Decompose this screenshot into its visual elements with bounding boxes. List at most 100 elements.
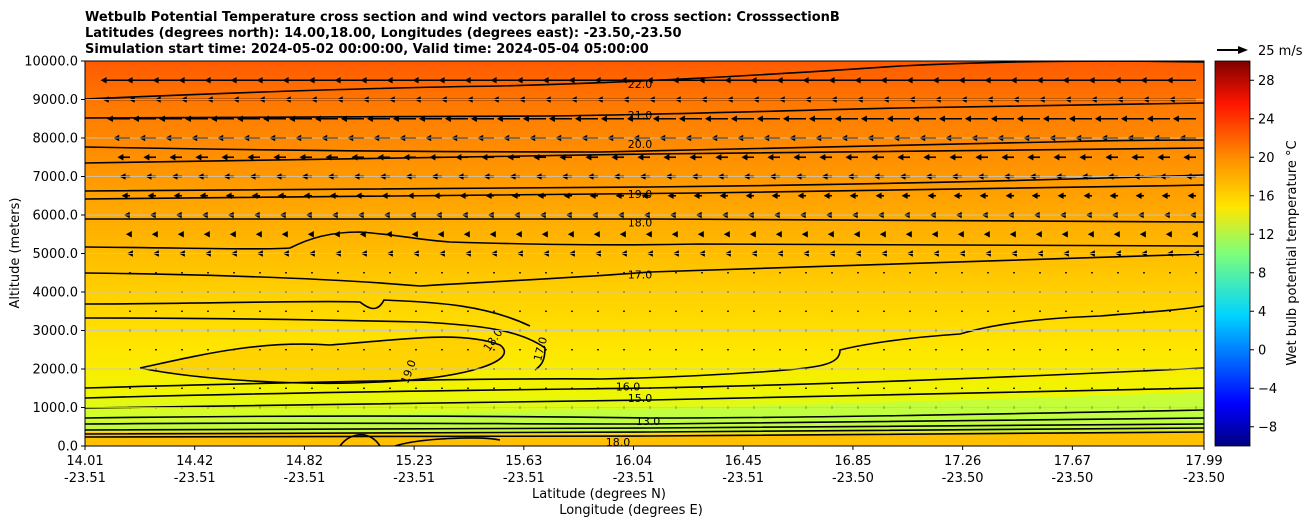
- wind-vector-head: [1068, 115, 1075, 122]
- wind-vector-head: [1113, 231, 1120, 238]
- wind-vector: [363, 348, 365, 351]
- wind-vector-head: [203, 231, 210, 238]
- wind-vector: [311, 348, 313, 351]
- wind-vector: [285, 310, 287, 313]
- contour-19-a: [85, 174, 1204, 192]
- wind-vector-head: [411, 231, 418, 238]
- wind-vector-head: [931, 231, 938, 238]
- wind-vector-head: [574, 115, 581, 122]
- wind-vector: [753, 387, 755, 390]
- wind-vector: [831, 387, 833, 390]
- wind-vector-head: [158, 115, 165, 122]
- wind-vector-head: [1027, 154, 1034, 161]
- colorbar-tick-label: 28: [1258, 74, 1275, 89]
- contour-17-b: [85, 299, 531, 327]
- wind-vector-head: [834, 115, 841, 122]
- contour-label-text: 22.0: [628, 78, 653, 91]
- wind-vector-head: [1146, 115, 1153, 122]
- x-tick-label-lon: -23.51: [503, 471, 545, 486]
- wind-vector-head: [1191, 231, 1198, 238]
- wind-vector-head: [403, 154, 410, 161]
- wind-vector: [701, 348, 703, 351]
- wind-vector-head: [797, 192, 804, 199]
- wind-vector-head: [470, 115, 477, 122]
- wind-vector: [1091, 348, 1093, 351]
- wind-vector-head: [489, 231, 496, 238]
- wind-vector: [571, 310, 573, 313]
- wind-vector-head: [1161, 192, 1168, 199]
- wind-vector-head: [1120, 115, 1127, 122]
- wind-vector-head: [247, 154, 254, 161]
- colorbar-tick-label: 20: [1258, 151, 1275, 166]
- wind-vector: [1013, 387, 1015, 390]
- wind-vector-head: [568, 77, 575, 84]
- wind-vector-head: [438, 77, 445, 84]
- wind-vector-head: [255, 231, 262, 238]
- wind-vector: [259, 271, 261, 274]
- wind-vector-head: [724, 77, 731, 84]
- wind-vector: [935, 310, 937, 313]
- y-tick-label: 10000.0: [24, 55, 78, 70]
- contour-lines: [85, 61, 1204, 446]
- wind-vector-head: [195, 154, 202, 161]
- wind-vector-head: [667, 192, 674, 199]
- x-tick-label-lon: -23.50: [832, 471, 874, 486]
- wind-vector: [129, 271, 131, 274]
- wind-vector: [519, 387, 521, 390]
- wind-vector-head: [251, 192, 258, 199]
- wind-vector-head: [886, 115, 893, 122]
- x-tick-label-lon: -23.51: [283, 471, 325, 486]
- wind-vector-head: [853, 231, 860, 238]
- wind-vector-head: [459, 192, 466, 199]
- x-tick-label-lon: -23.51: [174, 471, 216, 486]
- wind-vector-head: [444, 115, 451, 122]
- wind-vector-head: [719, 192, 726, 199]
- wind-vector-head: [143, 154, 150, 161]
- wind-vector: [207, 348, 209, 351]
- wind-vector-head: [281, 231, 288, 238]
- wind-vector-head: [704, 115, 711, 122]
- wind-vector: [1117, 271, 1119, 274]
- wind-vector-head: [1165, 231, 1172, 238]
- wind-vector-head: [516, 77, 523, 84]
- wind-vector: [623, 387, 625, 390]
- wind-vector-head: [827, 231, 834, 238]
- wind-reference: 25 m/s: [1217, 44, 1303, 59]
- wind-vector-head: [126, 77, 133, 84]
- wind-vector: [155, 348, 157, 351]
- wind-vector-head: [646, 77, 653, 84]
- wind-vector: [259, 348, 261, 351]
- wind-vector: [155, 310, 157, 313]
- contour-label: 13.0: [636, 415, 661, 428]
- wind-vector: [1169, 348, 1171, 351]
- wind-vector: [1169, 387, 1171, 390]
- contour-surface-bump: [339, 433, 381, 446]
- wind-vector-head: [723, 231, 730, 238]
- wind-vector-head: [542, 77, 549, 84]
- wind-vector-head: [875, 192, 882, 199]
- wind-vector-head: [984, 77, 991, 84]
- colorbar-tick-label: 16: [1258, 189, 1275, 204]
- wind-vector: [311, 271, 313, 274]
- wind-vector: [129, 310, 131, 313]
- wind-vector-head: [507, 154, 514, 161]
- wind-vector-head: [485, 192, 492, 199]
- wind-vector: [285, 387, 287, 390]
- wind-vector: [441, 348, 443, 351]
- contour-surface-bump-2: [394, 437, 501, 446]
- x-tick-label-lon: -23.50: [1051, 471, 1093, 486]
- colorbar-tick-label: 12: [1258, 228, 1275, 243]
- wind-vector-head: [1005, 192, 1012, 199]
- wind-vector: [181, 348, 183, 351]
- wind-vector-head: [288, 115, 295, 122]
- wind-vector: [519, 348, 521, 351]
- contour-label: 15.0: [628, 392, 653, 405]
- wind-vector-head: [672, 77, 679, 84]
- wind-vector-head: [463, 231, 470, 238]
- wind-vector: [285, 348, 287, 351]
- wind-vector-head: [678, 115, 685, 122]
- wind-vector-head: [1088, 77, 1095, 84]
- wind-vector: [623, 310, 625, 313]
- contour-label-group: 22.021.020.019.018.017.016.015.013.018.0…: [398, 78, 661, 446]
- wind-vector-head: [106, 115, 113, 122]
